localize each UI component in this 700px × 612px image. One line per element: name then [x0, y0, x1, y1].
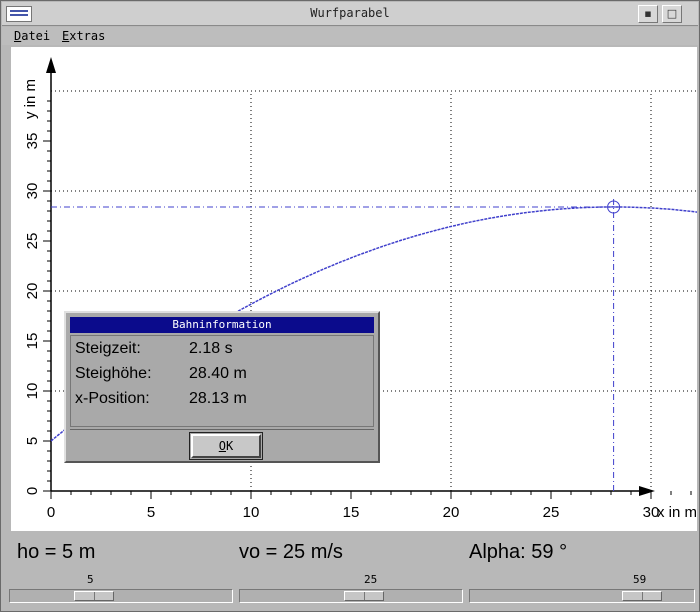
steigzeit-value: 2.18 s	[189, 340, 233, 357]
trajectory-line	[50, 206, 700, 442]
y-axis-label: y in m	[22, 79, 39, 119]
y-tick-label: 25	[24, 233, 41, 250]
y-axis-arrow	[46, 57, 56, 73]
dialog-body: Steigzeit: 2.18 s Steighöhe: 28.40 m x-P…	[70, 335, 374, 427]
dialog-footer: OK	[70, 429, 374, 460]
x-tick-label: 5	[147, 504, 155, 521]
y-tick-label: 5	[24, 437, 41, 445]
vo-label: vo = 25 m/s	[239, 541, 343, 563]
x-axis-arrow	[639, 486, 655, 496]
y-tick-label: 10	[24, 383, 41, 400]
ho-slider-thumb[interactable]	[74, 591, 114, 601]
vo-slider-value: 25	[364, 573, 378, 586]
y-tick-label: 15	[24, 333, 41, 350]
alpha-label: Alpha: 59 °	[469, 541, 568, 563]
y-tick-label: 20	[24, 283, 41, 300]
ho-slider-value: 5	[87, 573, 94, 586]
maximize-icon[interactable]: □	[662, 5, 682, 23]
trajectory-chart: 051015202530354045505505101520253035x in…	[22, 57, 700, 521]
menu-bar: Datei Extras	[2, 27, 698, 45]
system-menu-icon[interactable]	[6, 6, 32, 22]
ho-slider[interactable]	[9, 589, 233, 603]
info-dialog: Bahninformation Steigzeit: 2.18 s Steigh…	[64, 311, 380, 463]
ok-button[interactable]: OK	[189, 432, 263, 460]
alpha-slider[interactable]	[469, 589, 695, 603]
x-tick-label: 30	[643, 504, 660, 521]
y-tick-label: 0	[24, 487, 41, 495]
ho-label: ho = 5 m	[17, 541, 96, 563]
vo-slider[interactable]	[239, 589, 463, 603]
alpha-slider-value: 59	[633, 573, 647, 586]
x-position-label: x-Position:	[75, 390, 150, 407]
x-tick-label: 10	[243, 504, 260, 521]
steighoehe-value: 28.40 m	[189, 365, 247, 382]
window-title: Wurfparabel	[310, 6, 390, 20]
x-tick-label: 15	[343, 504, 360, 521]
x-position-value: 28.13 m	[189, 390, 247, 407]
x-tick-label: 20	[443, 504, 460, 521]
dialog-title[interactable]: Bahninformation	[70, 317, 374, 333]
x-axis-label: x in m	[657, 504, 697, 521]
x-tick-label: 0	[47, 504, 55, 521]
menu-extras[interactable]: Extras	[62, 29, 106, 43]
menu-datei[interactable]: Datei	[14, 29, 51, 43]
steighoehe-label: Steighöhe:	[75, 365, 152, 382]
steigzeit-label: Steigzeit:	[75, 340, 141, 357]
vo-slider-thumb[interactable]	[344, 591, 384, 601]
minimize-icon[interactable]: ▪	[638, 5, 658, 23]
y-tick-label: 30	[24, 183, 41, 200]
y-tick-label: 35	[24, 133, 41, 150]
x-tick-label: 25	[543, 504, 560, 521]
alpha-slider-thumb[interactable]	[622, 591, 662, 601]
title-bar[interactable]: Wurfparabel ▪ □	[2, 2, 698, 26]
